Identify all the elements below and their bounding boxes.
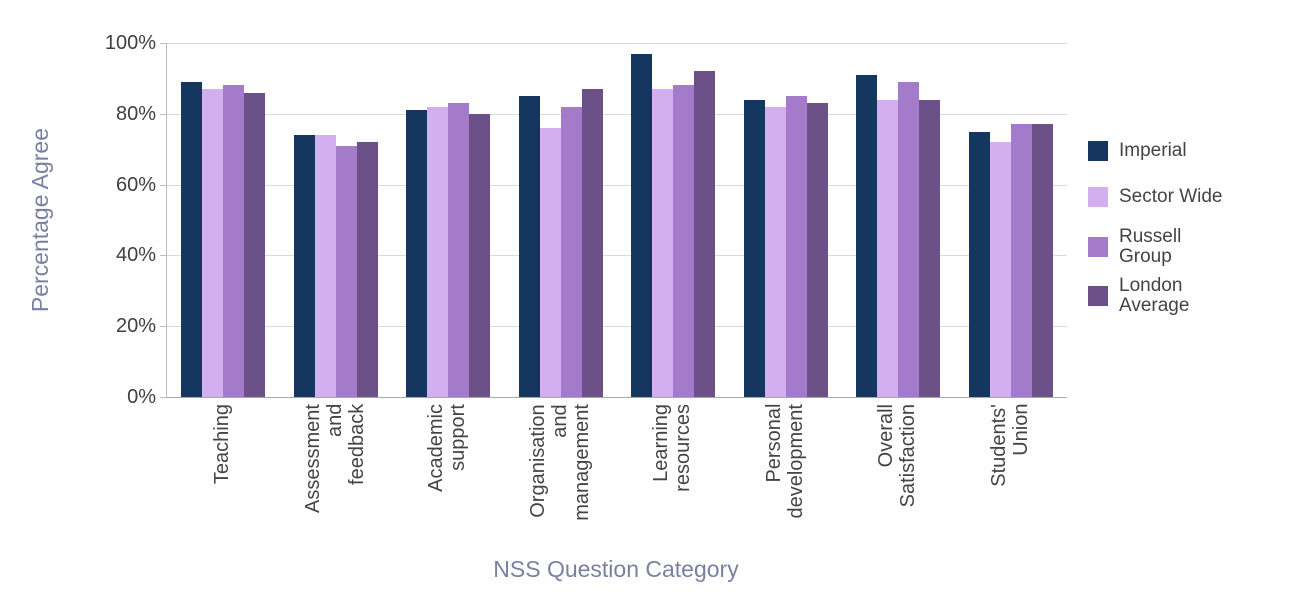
bar-russell-group: [335, 145, 357, 397]
legend-label: Sector Wide: [1119, 186, 1223, 207]
bar-russell-group: [560, 106, 582, 397]
bar-sector-wide: [314, 135, 336, 397]
gridline-40: [167, 255, 1067, 257]
gridline-80: [167, 113, 1067, 115]
category-label-wrap: Organisation and management: [504, 404, 617, 560]
bar-group-5: [631, 53, 716, 397]
plot-area: [166, 43, 1067, 398]
bar-group-6: [743, 96, 828, 397]
bar-sector-wide: [877, 99, 899, 397]
legend-item-sector-wide: Sector Wide: [1088, 187, 1237, 207]
bar-sector-wide: [202, 89, 224, 397]
y-tick-mark-80: [160, 113, 166, 115]
legend-swatch: [1088, 187, 1108, 207]
bar-sector-wide: [764, 106, 786, 397]
bar-sector-wide: [539, 127, 561, 397]
legend-item-london-average: London Average: [1088, 276, 1237, 316]
category-label: Personal development: [762, 404, 807, 519]
bar-group-7: [856, 74, 941, 397]
bar-imperial: [856, 74, 878, 397]
gridline-60: [167, 184, 1067, 186]
bar-london-average: [244, 92, 266, 397]
bar-russell-group: [448, 103, 470, 397]
category-label-wrap: Teaching: [166, 404, 279, 560]
category-label: Assessment and feedback: [301, 404, 368, 513]
y-tick-mark-60: [160, 184, 166, 186]
gridline-20: [167, 326, 1067, 328]
category-label: Overall Satisfaction: [875, 404, 920, 508]
bar-russell-group: [785, 96, 807, 397]
category-label-wrap: Personal development: [729, 404, 842, 560]
bar-sector-wide: [652, 89, 674, 397]
legend-swatch: [1088, 141, 1108, 161]
bar-imperial: [518, 96, 540, 397]
legend-item-imperial: Imperial: [1088, 141, 1237, 161]
bar-russell-group: [1010, 124, 1032, 397]
bar-russell-group: [898, 81, 920, 397]
y-tick-label-40: 40%: [115, 244, 156, 267]
category-label: Academic support: [425, 404, 470, 492]
bar-imperial: [743, 99, 765, 397]
bar-london-average: [806, 103, 828, 397]
bar-london-average: [1031, 124, 1053, 397]
bar-imperial: [968, 131, 990, 397]
category-label-wrap: Learning resources: [616, 404, 729, 560]
y-axis-title-text: Percentage Agree: [26, 127, 53, 313]
category-label: Students' Union: [987, 404, 1032, 487]
category-label: Learning resources: [650, 404, 695, 492]
y-tick-label-100: 100%: [104, 32, 156, 54]
bar-group-4: [518, 89, 603, 397]
bar-group-1: [181, 81, 266, 397]
bar-russell-group: [223, 85, 245, 397]
y-tick-mark-0: [160, 397, 166, 398]
legend-label: Russell Group: [1119, 226, 1182, 267]
category-label: Teaching: [211, 404, 234, 485]
y-tick-mark-40: [160, 255, 166, 257]
legend-label: Imperial: [1119, 140, 1187, 161]
legend-label: London Average: [1119, 275, 1190, 316]
bar-london-average: [356, 142, 378, 397]
bar-london-average: [919, 99, 941, 397]
bar-russell-group: [673, 85, 695, 397]
bar-london-average: [694, 71, 716, 397]
category-label-wrap: Overall Satisfaction: [841, 404, 954, 560]
y-tick-label-20: 20%: [115, 315, 156, 338]
y-axis-title: Percentage Agree: [16, 43, 64, 397]
x-axis-title: NSS Question Category: [493, 556, 739, 582]
y-tick-label-80: 80%: [115, 102, 156, 125]
category-label-wrap: Students' Union: [954, 404, 1067, 560]
legend-swatch: [1088, 286, 1108, 306]
bar-sector-wide: [989, 142, 1011, 397]
bar-imperial: [406, 110, 428, 397]
legend: Imperial Sector Wide Russell Group London A…: [1088, 0, 1294, 612]
bar-group-8: [968, 124, 1053, 397]
category-label-wrap: Assessment and feedback: [279, 404, 392, 560]
bar-imperial: [181, 81, 203, 397]
bar-london-average: [469, 113, 491, 397]
bar-imperial: [631, 53, 653, 397]
category-label: Organisation and management: [526, 404, 593, 521]
bar-imperial: [293, 135, 315, 397]
y-tick-label-60: 60%: [115, 173, 156, 196]
y-tick-label-0: 0%: [127, 386, 156, 408]
y-tick-mark-100: [160, 43, 166, 44]
bar-sector-wide: [427, 106, 449, 397]
category-label-wrap: Academic support: [391, 404, 504, 560]
y-tick-mark-20: [160, 326, 166, 328]
bar-london-average: [581, 89, 603, 397]
gridline-100: [167, 43, 1067, 44]
legend-swatch: [1088, 237, 1108, 257]
bar-group-3: [406, 103, 491, 397]
bar-group-2: [293, 135, 378, 397]
legend-item-russell-group: Russell Group: [1088, 227, 1237, 267]
